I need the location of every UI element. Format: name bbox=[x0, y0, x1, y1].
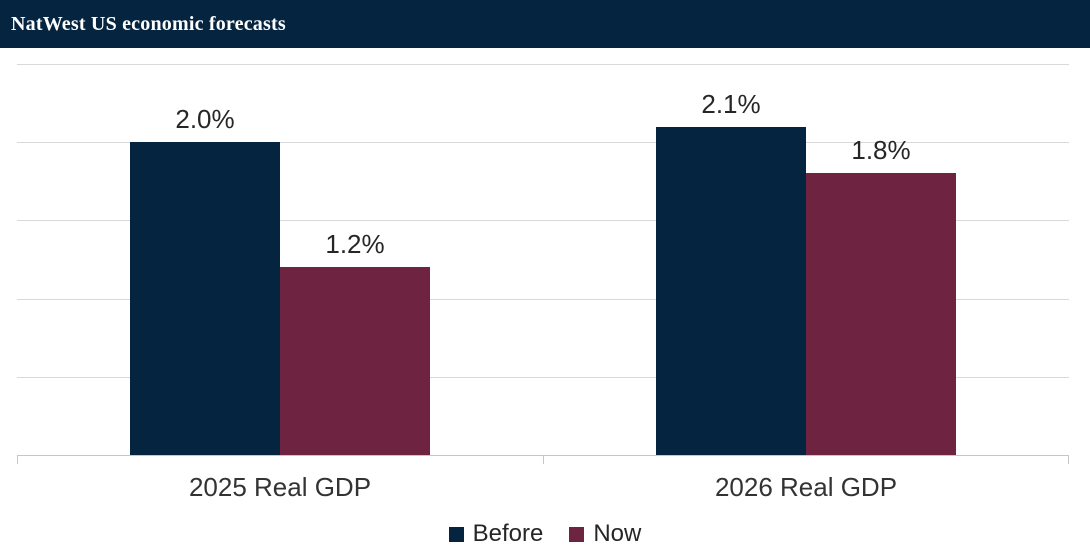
gridline-1.5 bbox=[17, 220, 1069, 222]
bar-now-2026-real-gdp bbox=[806, 173, 956, 455]
category-label-2026-real-gdp: 2026 Real GDP bbox=[714, 472, 898, 502]
gridline-1.0 bbox=[17, 298, 1069, 300]
chart-plot-area: 2.0% 1.2% 2.1% 1.8% bbox=[17, 64, 1069, 464]
gridline-0.5 bbox=[17, 376, 1069, 378]
x-axis-tick bbox=[17, 455, 18, 464]
category-label-2025-real-gdp: 2025 Real GDP bbox=[188, 472, 372, 502]
bar-before-2025-real-gdp bbox=[130, 142, 280, 455]
legend-swatch-before-icon bbox=[448, 526, 464, 542]
legend-label-now: Now bbox=[593, 520, 642, 547]
x-axis-tick bbox=[543, 455, 544, 464]
legend-item-before: Before bbox=[448, 520, 544, 547]
legend-item-now: Now bbox=[569, 522, 641, 546]
value-label-before-2026-real-gdp: 2.1% bbox=[701, 88, 761, 119]
value-label-now-2025-real-gdp: 1.2% bbox=[325, 229, 385, 260]
header-bar: NatWest US economic forecasts bbox=[0, 0, 1090, 48]
chart-legend: Before Now bbox=[0, 522, 1090, 546]
legend-swatch-now-icon bbox=[569, 526, 585, 542]
bar-before-2026-real-gdp bbox=[656, 126, 806, 455]
page-title: NatWest US economic forecasts bbox=[11, 12, 286, 35]
gridline-2.0 bbox=[17, 142, 1069, 144]
legend-label-before: Before bbox=[472, 520, 544, 547]
x-axis-category-labels: 2025 Real GDP 2026 Real GDP bbox=[17, 474, 1069, 504]
gridline-2.5 bbox=[17, 64, 1069, 65]
value-label-now-2026-real-gdp: 1.8% bbox=[851, 135, 911, 166]
value-label-before-2025-real-gdp: 2.0% bbox=[175, 104, 235, 135]
x-axis-tick bbox=[1068, 455, 1069, 464]
bar-now-2025-real-gdp bbox=[280, 267, 430, 455]
